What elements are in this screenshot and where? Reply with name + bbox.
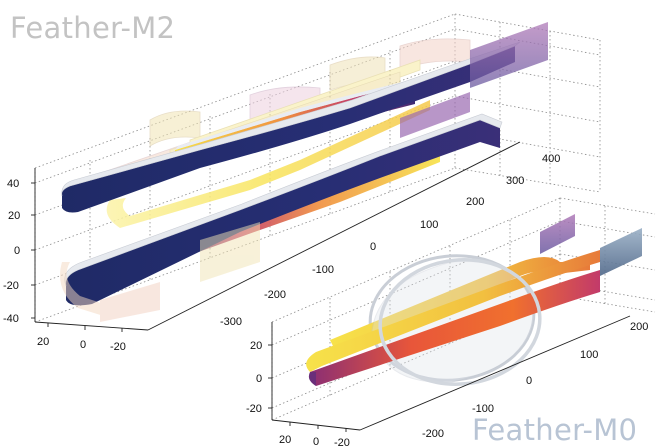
- tick-label: 100: [420, 219, 438, 231]
- tick-label: -200: [264, 289, 286, 301]
- tick-label: 100: [580, 349, 598, 361]
- plot-m2-axis-b-ticks: 20 0 -20: [37, 336, 126, 353]
- tick-label: -300: [220, 316, 242, 328]
- plot-m0-lead-wire-upper: [540, 214, 575, 254]
- plot-m2-ghost-loop-lower: [60, 222, 260, 322]
- plot-m0-axis-a-ticks: 20 0 -20: [246, 340, 262, 415]
- plot-m0-ring-front: [378, 258, 542, 386]
- plot-m0-lead-wire-lower: [600, 228, 642, 276]
- tick-label: 0: [313, 436, 319, 448]
- tick-label: 0: [80, 339, 86, 351]
- plot-m0-front-band-end: [308, 372, 316, 386]
- plot-m2-yellow-track: [106, 100, 431, 228]
- tick-label: -20: [110, 341, 126, 353]
- tick-label: 200: [630, 321, 648, 333]
- tick-label: 20: [279, 434, 291, 446]
- tick-label: -20: [3, 280, 19, 292]
- plot-m2: 40 20 0 -20 -40 20 0 -20 400 300 200 100…: [3, 13, 601, 353]
- tick-label: 20: [37, 336, 49, 348]
- tick-label: 300: [506, 175, 524, 187]
- tick-label: 200: [466, 196, 484, 208]
- plot-m2-lead-wire-lower: [400, 92, 470, 138]
- plot-m2-axis-a-ticks: 40 20 0 -20 -40: [3, 178, 20, 325]
- feather-m2-title: Feather-M2: [10, 11, 176, 45]
- plot-m0-axes: [268, 315, 631, 432]
- tick-label: 0: [526, 375, 532, 387]
- tick-label: -100: [312, 264, 334, 276]
- plot-m0-axis-b-ticks: 20 0 -20: [279, 434, 350, 448]
- plot-m2-main-band-lower: [65, 120, 500, 306]
- tick-label: 0: [370, 241, 376, 253]
- feather-m0-title: Feather-M0: [472, 413, 638, 447]
- tick-label: -20: [246, 403, 262, 415]
- tick-label: 40: [7, 178, 19, 190]
- plot-m2-axis-c-ticks: 400 300 200 100 0 -100 -200 -300: [220, 153, 560, 328]
- tick-label: 20: [250, 340, 262, 352]
- plot-m2-main-band-lower-top: [64, 113, 503, 287]
- plot-m2-main-band-upper: [61, 46, 516, 213]
- tick-label: -100: [472, 403, 494, 415]
- tick-label: -40: [3, 313, 19, 325]
- plot-m2-axes: [31, 141, 521, 332]
- tick-label: 0: [256, 373, 262, 385]
- plot-m0: 20 0 -20 20 0 -20 200 100 0 -100 -200: [246, 197, 656, 448]
- tick-label: 0: [14, 245, 20, 257]
- tick-label: 20: [8, 210, 20, 222]
- plot-m2-upper-hot-band-top: [175, 78, 418, 150]
- plot-m2-lead-wire-upper: [470, 22, 548, 88]
- plot-m0-front-top: [306, 250, 600, 372]
- tick-label: 400: [542, 153, 560, 165]
- plot-m0-front-band: [310, 270, 600, 386]
- plot-m0-axis-c-ticks: 200 100 0 -100 -200: [422, 321, 648, 440]
- tick-label: -20: [334, 437, 350, 448]
- tick-label: -200: [422, 428, 444, 440]
